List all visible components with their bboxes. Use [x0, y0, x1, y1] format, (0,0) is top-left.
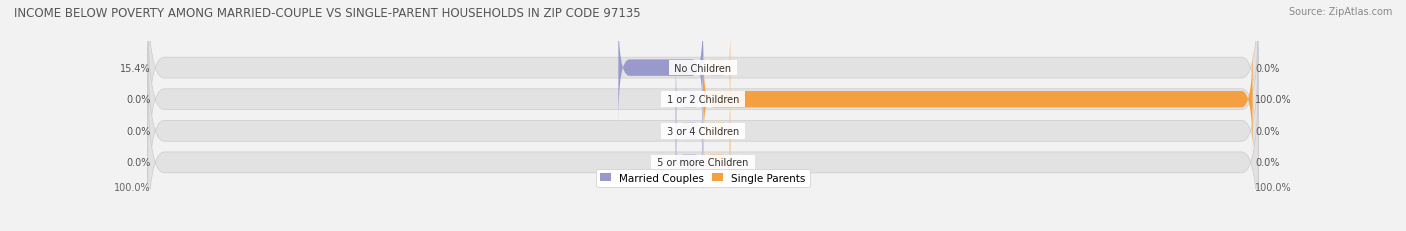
FancyBboxPatch shape	[148, 0, 1258, 152]
FancyBboxPatch shape	[703, 124, 731, 202]
FancyBboxPatch shape	[675, 124, 703, 202]
Text: 100.0%: 100.0%	[114, 182, 150, 192]
FancyBboxPatch shape	[619, 14, 703, 123]
FancyBboxPatch shape	[703, 45, 1253, 155]
Text: 0.0%: 0.0%	[127, 126, 150, 136]
Text: 0.0%: 0.0%	[1256, 158, 1279, 168]
Text: No Children: No Children	[672, 63, 734, 73]
FancyBboxPatch shape	[703, 92, 731, 170]
Text: INCOME BELOW POVERTY AMONG MARRIED-COUPLE VS SINGLE-PARENT HOUSEHOLDS IN ZIP COD: INCOME BELOW POVERTY AMONG MARRIED-COUPL…	[14, 7, 641, 20]
Text: 0.0%: 0.0%	[127, 158, 150, 168]
Text: 5 or more Children: 5 or more Children	[654, 158, 752, 168]
FancyBboxPatch shape	[675, 61, 703, 139]
Text: Source: ZipAtlas.com: Source: ZipAtlas.com	[1288, 7, 1392, 17]
FancyBboxPatch shape	[675, 92, 703, 170]
Text: 1 or 2 Children: 1 or 2 Children	[664, 95, 742, 105]
Text: 0.0%: 0.0%	[1256, 126, 1279, 136]
Text: 0.0%: 0.0%	[127, 95, 150, 105]
Text: 100.0%: 100.0%	[1256, 95, 1292, 105]
Text: 3 or 4 Children: 3 or 4 Children	[664, 126, 742, 136]
FancyBboxPatch shape	[148, 47, 1258, 215]
FancyBboxPatch shape	[703, 29, 731, 107]
Text: 0.0%: 0.0%	[1256, 63, 1279, 73]
Text: 15.4%: 15.4%	[120, 63, 150, 73]
FancyBboxPatch shape	[148, 16, 1258, 184]
FancyBboxPatch shape	[148, 79, 1258, 231]
Legend: Married Couples, Single Parents: Married Couples, Single Parents	[596, 169, 810, 187]
Text: 100.0%: 100.0%	[1256, 182, 1292, 192]
